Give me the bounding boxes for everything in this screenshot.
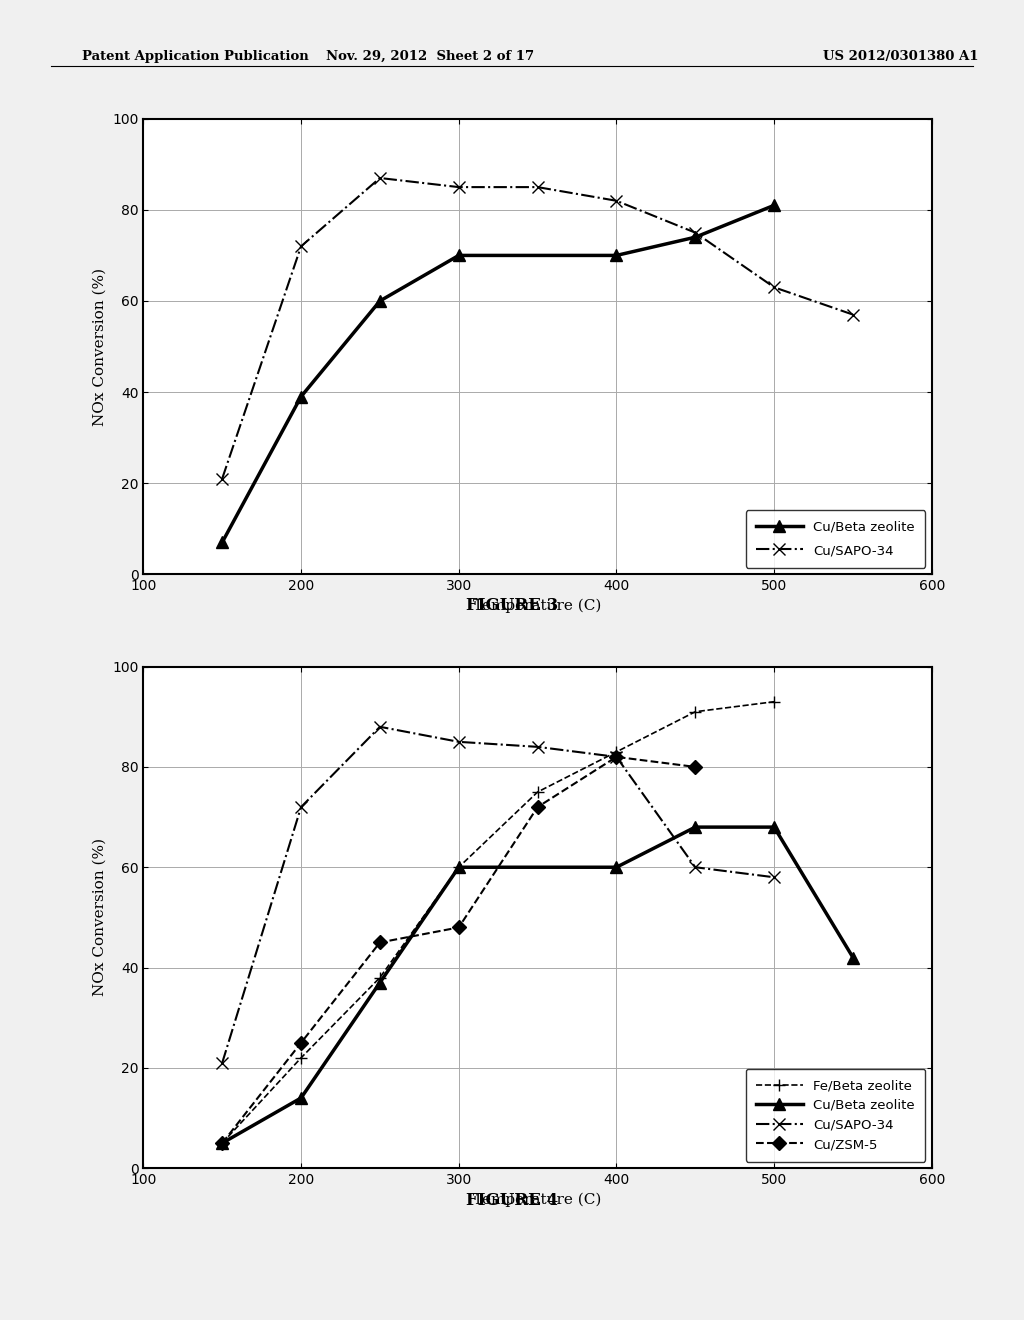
Cu/Beta zeolite [216, 535, 228, 550]
Cu/Beta zeolite [374, 974, 386, 990]
Cu/ZSM-5 [531, 799, 544, 814]
Cu/SAPO-34 [453, 180, 465, 195]
Legend: Cu/Beta zeolite, Cu/SAPO-34: Cu/Beta zeolite, Cu/SAPO-34 [745, 510, 926, 568]
Fe/Beta zeolite [453, 859, 465, 875]
Cu/Beta zeolite [847, 949, 859, 965]
Legend: Fe/Beta zeolite, Cu/Beta zeolite, Cu/SAPO-34, Cu/ZSM-5: Fe/Beta zeolite, Cu/Beta zeolite, Cu/SAP… [745, 1069, 926, 1162]
X-axis label: Temperature (C): Temperature (C) [473, 598, 602, 612]
Cu/SAPO-34 [531, 739, 544, 755]
Cu/SAPO-34 [689, 859, 701, 875]
Line: Cu/ZSM-5: Cu/ZSM-5 [217, 752, 700, 1148]
Cu/SAPO-34 [295, 239, 307, 255]
Line: Cu/SAPO-34: Cu/SAPO-34 [217, 173, 858, 484]
Cu/SAPO-34 [768, 870, 780, 886]
Cu/ZSM-5 [374, 935, 386, 950]
Cu/Beta zeolite [768, 198, 780, 214]
Cu/Beta zeolite [216, 1135, 228, 1151]
Cu/ZSM-5 [453, 920, 465, 936]
Fe/Beta zeolite [689, 704, 701, 719]
Cu/Beta zeolite [610, 248, 623, 264]
Cu/SAPO-34 [768, 280, 780, 296]
Text: US 2012/0301380 A1: US 2012/0301380 A1 [823, 50, 979, 63]
Cu/Beta zeolite [295, 388, 307, 404]
Cu/SAPO-34 [374, 719, 386, 735]
Y-axis label: NOx Conversion (%): NOx Conversion (%) [92, 838, 106, 997]
Cu/Beta zeolite [689, 230, 701, 246]
Cu/ZSM-5 [610, 748, 623, 764]
Fe/Beta zeolite [610, 744, 623, 760]
Cu/ZSM-5 [216, 1135, 228, 1151]
Cu/SAPO-34 [216, 1055, 228, 1071]
Cu/SAPO-34 [295, 799, 307, 814]
Cu/SAPO-34 [216, 471, 228, 487]
Cu/SAPO-34 [610, 193, 623, 209]
Fe/Beta zeolite [295, 1049, 307, 1065]
Text: Nov. 29, 2012  Sheet 2 of 17: Nov. 29, 2012 Sheet 2 of 17 [326, 50, 535, 63]
Cu/Beta zeolite [610, 859, 623, 875]
Cu/SAPO-34 [453, 734, 465, 750]
Text: FIGURE 3: FIGURE 3 [466, 597, 558, 614]
Fe/Beta zeolite [531, 784, 544, 800]
Line: Cu/SAPO-34: Cu/SAPO-34 [217, 721, 779, 1068]
Cu/SAPO-34 [610, 748, 623, 764]
Fe/Beta zeolite [216, 1135, 228, 1151]
Line: Fe/Beta zeolite: Fe/Beta zeolite [216, 696, 780, 1150]
Cu/SAPO-34 [531, 180, 544, 195]
Cu/Beta zeolite [295, 1090, 307, 1106]
Fe/Beta zeolite [374, 970, 386, 986]
Cu/ZSM-5 [689, 759, 701, 775]
Cu/SAPO-34 [689, 224, 701, 240]
Line: Cu/Beta zeolite: Cu/Beta zeolite [217, 199, 779, 548]
Line: Cu/Beta zeolite: Cu/Beta zeolite [217, 821, 858, 1148]
Cu/SAPO-34 [847, 306, 859, 322]
Cu/SAPO-34 [374, 170, 386, 186]
Y-axis label: NOx Conversion (%): NOx Conversion (%) [92, 268, 106, 425]
Fe/Beta zeolite [768, 694, 780, 710]
Cu/Beta zeolite [689, 820, 701, 836]
Cu/Beta zeolite [768, 820, 780, 836]
X-axis label: Temperature (C): Temperature (C) [473, 1192, 602, 1206]
Cu/Beta zeolite [453, 859, 465, 875]
Text: Patent Application Publication: Patent Application Publication [82, 50, 308, 63]
Text: FIGURE 4: FIGURE 4 [466, 1192, 558, 1209]
Cu/ZSM-5 [295, 1035, 307, 1051]
Cu/Beta zeolite [374, 293, 386, 309]
Cu/Beta zeolite [453, 248, 465, 264]
